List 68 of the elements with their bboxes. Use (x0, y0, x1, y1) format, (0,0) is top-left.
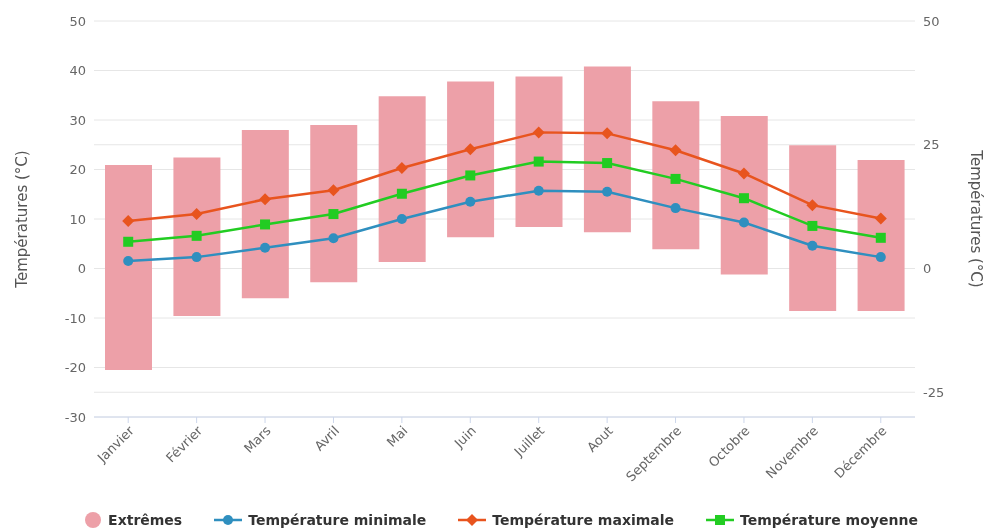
bar (789, 145, 837, 312)
point (875, 252, 886, 263)
point (737, 167, 750, 180)
point (533, 156, 544, 167)
point (259, 193, 272, 206)
legend-label: Température moyenne (739, 512, 918, 528)
point (532, 126, 545, 139)
legend-label: Extrêmes (107, 512, 183, 528)
bar (105, 165, 152, 370)
bar (173, 157, 221, 317)
y-tick-label: -10 (64, 310, 86, 326)
x-tick-label: Mai (383, 423, 411, 450)
point (191, 230, 202, 241)
point (602, 158, 613, 169)
y-tick-label: 0 (77, 261, 86, 277)
point (738, 217, 749, 228)
point (670, 173, 681, 184)
point (807, 220, 818, 231)
point (669, 144, 682, 157)
point (260, 242, 271, 253)
bar (652, 101, 700, 250)
legend-label: Température minimale (247, 512, 427, 528)
bar (378, 96, 426, 263)
bar (515, 76, 563, 227)
point (328, 233, 339, 244)
point (327, 184, 340, 197)
bar (447, 81, 495, 238)
y-tick-label: 30 (69, 112, 86, 128)
point (602, 186, 613, 197)
point (190, 208, 203, 221)
y2-tick-label: -25 (923, 384, 945, 400)
point (464, 143, 477, 156)
y-tick-label: 20 (69, 162, 86, 178)
bar (857, 160, 905, 312)
point (260, 219, 271, 230)
point (533, 185, 544, 196)
point (807, 240, 818, 251)
y-tick-label: 40 (69, 63, 86, 79)
point (123, 256, 134, 267)
point (874, 212, 887, 225)
bar (583, 66, 631, 233)
y-axis-title: Températures (°C) (13, 150, 32, 289)
point (396, 214, 407, 224)
y2-tick-label: 50 (923, 13, 940, 29)
point (601, 127, 614, 140)
bar (720, 116, 768, 275)
point (191, 252, 202, 263)
point (123, 236, 134, 247)
y2-axis-title: Températures (°C) (966, 149, 985, 288)
bar (310, 124, 358, 283)
y-tick-label: 10 (69, 211, 86, 227)
bar (241, 129, 289, 299)
point (465, 196, 476, 207)
y2-tick-label: 25 (923, 137, 940, 153)
y-tick-label: 50 (69, 13, 86, 29)
y-tick-label: -20 (64, 360, 86, 376)
point (396, 188, 407, 199)
point (465, 170, 476, 181)
point (395, 162, 408, 175)
point (670, 203, 681, 214)
legend-label: Température maximale (491, 512, 675, 528)
point (806, 199, 819, 212)
point (122, 214, 135, 227)
y-tick-label: -30 (64, 409, 86, 425)
point (738, 193, 749, 204)
y2-tick-label: 0 (923, 261, 932, 277)
point (328, 209, 339, 220)
point (875, 232, 886, 243)
